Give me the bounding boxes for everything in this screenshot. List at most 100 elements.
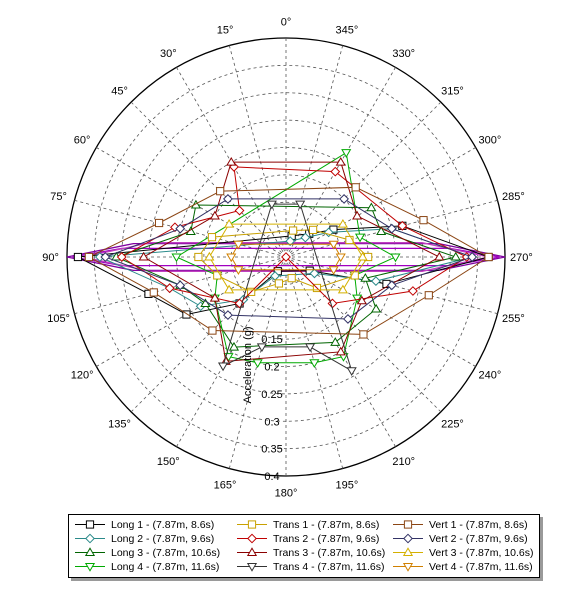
legend-label: Trans 4 - (7.87m, 11.6s) xyxy=(273,560,385,573)
data-point xyxy=(266,200,277,210)
data-point xyxy=(194,252,203,262)
legend-entry: Long 2 - (7.87m, 9.6s) xyxy=(73,532,235,545)
data-point xyxy=(234,205,245,216)
data-point xyxy=(182,310,191,319)
legend-label: Vert 4 - (7.87m, 11.6s) xyxy=(429,560,533,573)
grid-spoke xyxy=(176,256,287,447)
data-point xyxy=(233,240,244,250)
legend-swatch xyxy=(237,547,267,556)
data-point xyxy=(402,547,414,556)
series-line xyxy=(87,186,490,335)
data-point xyxy=(274,279,284,288)
legend-swatch xyxy=(393,563,423,572)
data-point xyxy=(345,235,354,245)
data-point xyxy=(84,547,96,556)
legend-label: Long 3 - (7.87m, 10.6s) xyxy=(111,546,221,559)
angle-label: 330° xyxy=(392,48,415,60)
data-point xyxy=(357,251,368,261)
data-point xyxy=(341,149,352,158)
data-point xyxy=(402,563,414,572)
data-point xyxy=(386,223,397,234)
envelope xyxy=(66,242,506,272)
data-point xyxy=(419,216,428,225)
data-point xyxy=(246,563,258,572)
data-point xyxy=(403,533,413,544)
legend-label: Trans 1 - (7.87m, 8.6s) xyxy=(273,518,380,531)
data-point xyxy=(247,520,257,529)
radial-tick-labels: 0.15 0.2 0.25 0.3 0.35 0.4 xyxy=(261,334,282,483)
data-point xyxy=(343,314,353,324)
data-point xyxy=(246,547,258,556)
data-point xyxy=(85,520,95,529)
data-point xyxy=(116,252,127,262)
data-point xyxy=(295,200,306,210)
legend: Long 1 - (7.87m, 8.6s) Trans 1 - (7.87m, … xyxy=(68,514,540,578)
legend-entry: Trans 2 - (7.87m, 9.6s) xyxy=(235,532,391,545)
data-point xyxy=(224,218,235,228)
data-point xyxy=(171,253,182,263)
legend-label: Long 2 - (7.87m, 9.6s) xyxy=(111,532,215,545)
radial-tick-label: 0.25 xyxy=(261,389,282,401)
legend-label: Long 1 - (7.87m, 8.6s) xyxy=(111,518,215,531)
legend-entry: Vert 4 - (7.87m, 11.6s) xyxy=(391,560,539,573)
legend-swatch xyxy=(393,520,423,529)
data-point xyxy=(308,225,318,235)
angle-label: 90° xyxy=(42,252,59,264)
data-point xyxy=(352,294,363,304)
radial-tick-label: 0.3 xyxy=(264,416,279,428)
data-point xyxy=(228,341,240,351)
data-point xyxy=(216,187,225,196)
angle-label: 225° xyxy=(441,418,464,430)
data-point xyxy=(335,346,346,356)
grid-spoke xyxy=(130,101,287,258)
data-point xyxy=(217,362,229,372)
data-point xyxy=(204,251,215,261)
legend-swatch xyxy=(393,533,423,544)
radial-axis-title: Acceleration (g) xyxy=(242,326,254,403)
data-point xyxy=(138,251,149,261)
data-point xyxy=(386,280,397,291)
grid-ring xyxy=(148,119,424,395)
data-point xyxy=(226,253,237,263)
radial-tick-label: 0.15 xyxy=(261,334,282,346)
angle-label: 210° xyxy=(392,456,415,468)
polar-chart: 0° 15° 30° 45° 60° 75° 90° 105° 120° 135° 150° 165°… xyxy=(42,17,533,500)
series xyxy=(100,194,478,324)
angle-label: 60° xyxy=(74,134,91,146)
legend-entry: Long 4 - (7.87m, 11.6s) xyxy=(73,560,235,573)
data-point xyxy=(154,218,164,228)
legend-swatch xyxy=(237,533,267,544)
legend-swatch xyxy=(75,547,105,556)
grid-spoke xyxy=(285,256,476,367)
grid-spoke xyxy=(285,147,476,258)
data-point xyxy=(175,280,186,291)
angle-label: 30° xyxy=(160,48,177,60)
grid-ring xyxy=(258,229,314,285)
data-point xyxy=(209,292,220,302)
data-point xyxy=(351,183,360,192)
legend-label: Vert 2 - (7.87m, 9.6s) xyxy=(429,532,528,545)
envelope-line xyxy=(66,242,506,272)
data-point xyxy=(73,252,83,262)
data-point xyxy=(397,220,408,231)
data-point xyxy=(208,326,217,335)
data-point xyxy=(371,303,382,313)
legend-grid: Long 1 - (7.87m, 8.6s) Trans 1 - (7.87m, … xyxy=(73,518,539,573)
data-point xyxy=(207,233,217,242)
angle-label: 105° xyxy=(47,313,70,325)
data-point xyxy=(366,202,377,212)
data-point xyxy=(224,284,235,294)
data-point xyxy=(233,266,244,275)
data-point xyxy=(467,252,478,262)
angle-label: 300° xyxy=(479,134,502,146)
legend-swatch xyxy=(75,533,105,544)
data-point xyxy=(390,253,401,263)
data-point xyxy=(200,298,211,308)
legend-entry: Long 1 - (7.87m, 8.6s) xyxy=(73,518,235,531)
data-point xyxy=(484,252,493,262)
data-point xyxy=(370,276,381,286)
data-point xyxy=(305,343,316,353)
data-point xyxy=(213,271,222,280)
data-point xyxy=(149,288,158,297)
data-point xyxy=(252,359,263,368)
